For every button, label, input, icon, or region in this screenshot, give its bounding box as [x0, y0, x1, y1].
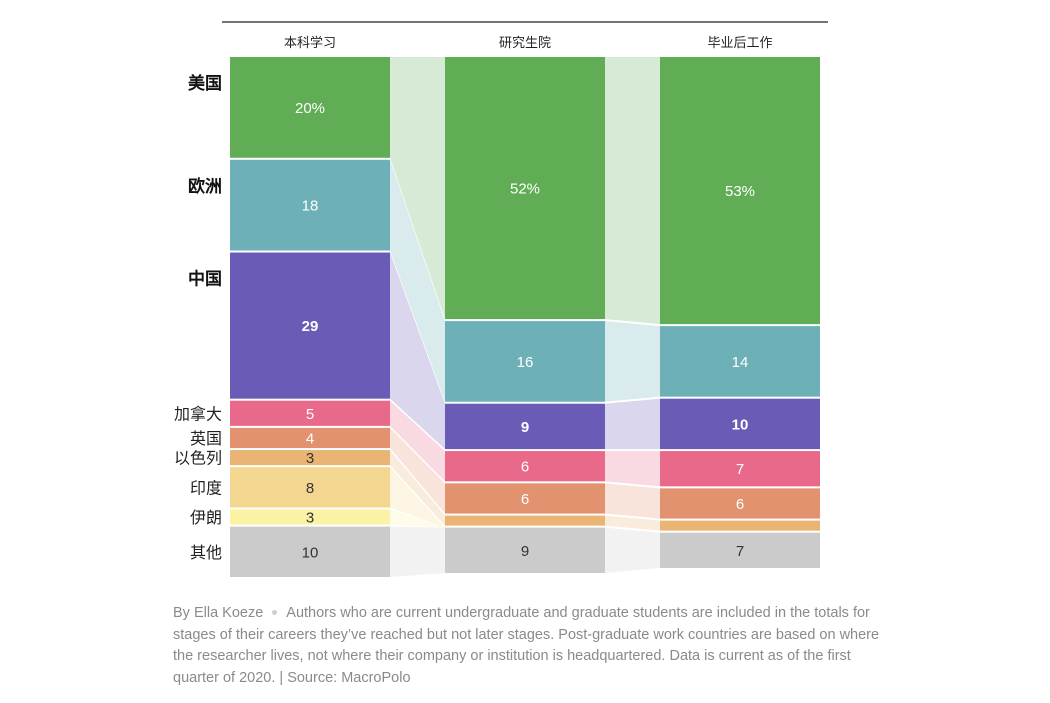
value-label: 29: [302, 318, 319, 335]
value-label: 52%: [510, 181, 540, 198]
bar-segment: [230, 400, 390, 426]
flow-band: [390, 57, 445, 320]
bar-segment: [230, 159, 390, 251]
value-label: 20%: [295, 100, 325, 117]
flow-band: [605, 515, 660, 531]
value-label: 3: [306, 450, 314, 467]
country-label: 美国: [188, 73, 222, 94]
value-label: 7: [736, 461, 744, 478]
value-label: 6: [521, 491, 529, 508]
footnote: Authors who are current undergraduate an…: [173, 605, 880, 686]
bar-segment: [660, 326, 820, 397]
bar-segment: [230, 57, 390, 158]
bar-segment: [660, 520, 820, 531]
value-label: 53%: [725, 183, 755, 200]
country-label: 其他: [190, 543, 222, 562]
value-label: 3: [306, 510, 314, 527]
value-label: 8: [306, 480, 314, 497]
stage-label: 研究生院: [499, 36, 551, 51]
bar-segment: [230, 467, 390, 508]
value-label: 18: [302, 198, 319, 215]
stage-label: 毕业后工作: [707, 36, 772, 51]
country-label: 中国: [188, 269, 222, 290]
flow-band: [605, 483, 660, 519]
flow-band: [390, 509, 445, 528]
country-label: 英国: [190, 429, 222, 448]
value-label: 9: [521, 543, 529, 560]
bar-segment: [445, 527, 605, 573]
flow-bands: [390, 57, 660, 577]
bar-segment: [445, 403, 605, 450]
byline: By Ella Koeze: [173, 605, 264, 621]
flow-band: [390, 450, 445, 526]
bar-segment: [230, 526, 390, 577]
bar-segment: [445, 451, 605, 482]
stage-label: 本科学习: [284, 35, 336, 51]
value-labels: 20% 52% 53% 18 16 14 29 9 10 5 6 7 4 6 6 3 8 3 10 9 7: [295, 100, 755, 561]
bar-segment: [445, 515, 605, 526]
flow-band: [605, 398, 660, 450]
bar-segment: [660, 532, 820, 568]
country-label: 伊朗: [190, 508, 222, 527]
stage-labels: 本科学习 研究生院 毕业后工作: [284, 35, 773, 51]
value-label: 4: [306, 430, 314, 447]
country-label: 印度: [190, 478, 222, 497]
bar-segment: [445, 57, 605, 320]
flow-band: [605, 527, 660, 573]
bar-segment: [230, 509, 390, 525]
bar-segment: [445, 483, 605, 514]
bar-segment: [230, 252, 390, 399]
value-label: 10: [302, 544, 319, 561]
bar-segment: [230, 450, 390, 466]
bar-segment: [660, 488, 820, 519]
country-label: 欧洲: [188, 176, 222, 197]
flow-band: [605, 321, 660, 402]
flow-band: [605, 57, 660, 325]
alluvial-chart: 20% 52% 53% 18 16 14 29 9 10 5 6 7 4 6 6 3 8 3 10 9 7 美国欧洲中国…: [174, 21, 828, 577]
bar-segment: [660, 398, 820, 450]
value-label: 6: [521, 459, 529, 476]
value-label: 14: [732, 354, 749, 371]
country-label: 以色列: [174, 449, 222, 468]
bar-segment: [230, 427, 390, 449]
country-label: 加拿大: [174, 404, 222, 423]
bar-segment: [445, 321, 605, 402]
flow-band: [390, 252, 445, 450]
flow-band: [390, 467, 445, 528]
bar-segment: [660, 451, 820, 487]
flow-band: [390, 427, 445, 514]
flow-band: [390, 526, 445, 577]
stacked-bars: [230, 57, 820, 577]
chart-footer: By Ella Koeze Authors who are current und…: [173, 603, 888, 689]
bar-segment: [660, 57, 820, 325]
flow-band: [605, 451, 660, 487]
flow-band: [390, 159, 445, 402]
value-label: 10: [732, 416, 749, 433]
value-label: 9: [521, 419, 529, 436]
value-label: 5: [306, 406, 314, 423]
flow-band: [390, 400, 445, 482]
value-label: 6: [736, 496, 744, 513]
value-label: 7: [736, 543, 744, 560]
value-label: 16: [517, 354, 534, 371]
separator-dot-icon: [272, 609, 278, 615]
